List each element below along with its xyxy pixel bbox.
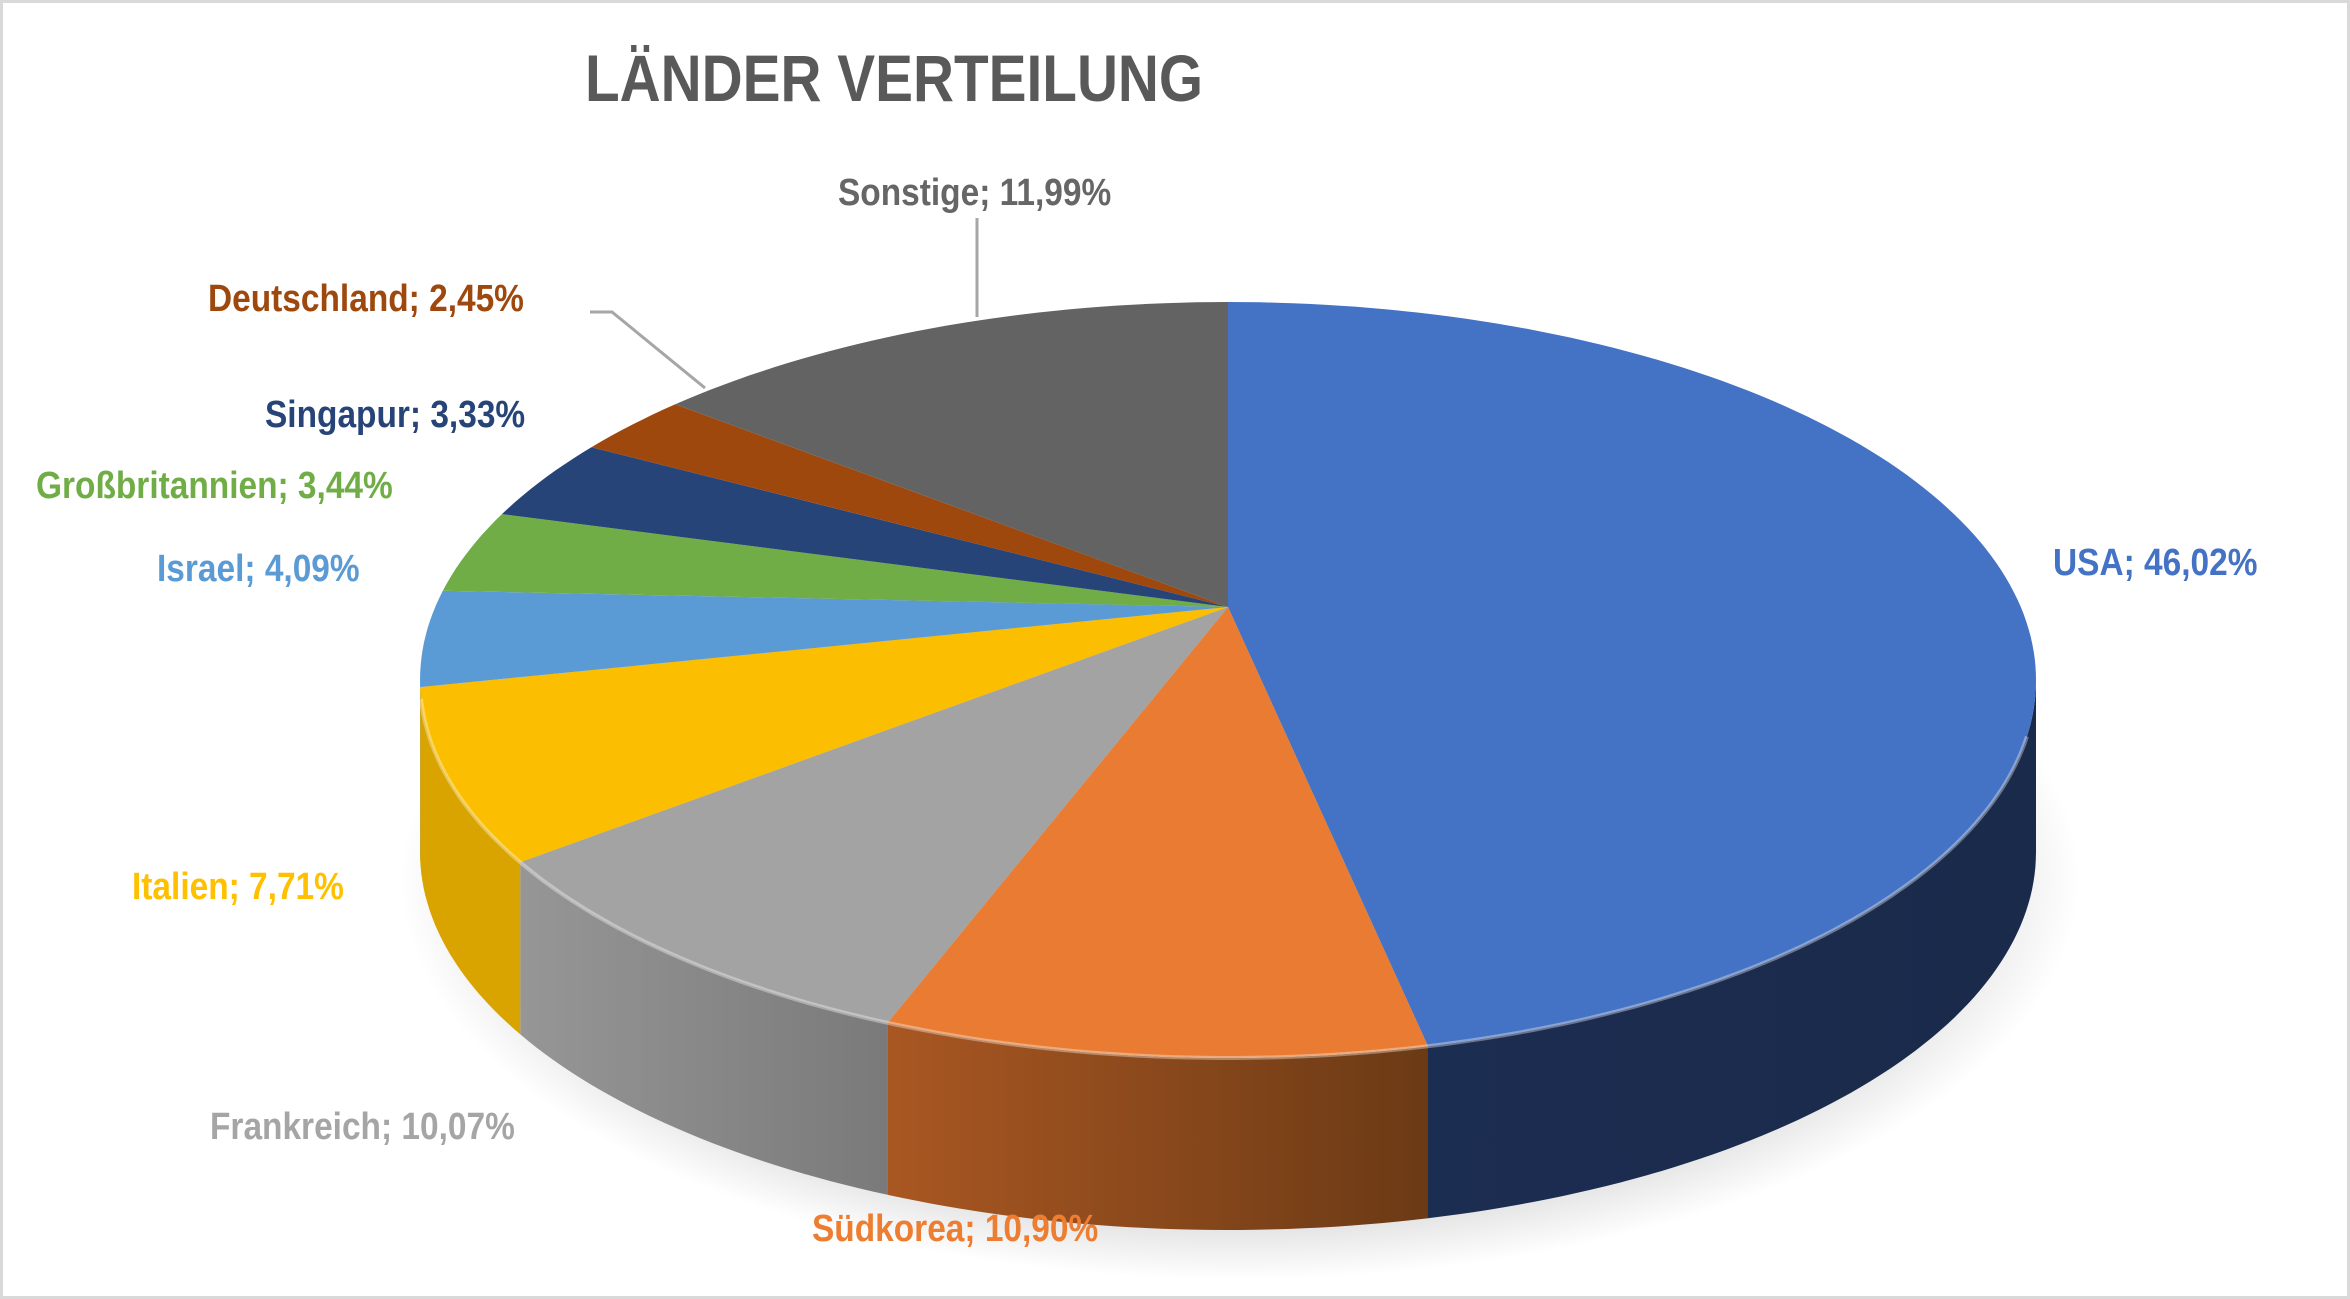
rim-highlight [419, 698, 2029, 1060]
pie-walls [420, 680, 2036, 1230]
data-label-singapur: Singapur; 3,33% [265, 396, 525, 434]
slice-großbritannien[interactable] [442, 514, 1228, 607]
wall-usa [1428, 680, 2036, 1219]
label-text: Italien; 7,71% [132, 866, 344, 908]
label-text: Südkorea; 10,90% [812, 1208, 1099, 1250]
data-label-sonstige: Sonstige; 11,99% [838, 174, 1111, 212]
label-text: Singapur; 3,33% [265, 394, 526, 436]
chart-title: LÄNDER VERTEILUNG [585, 41, 1204, 115]
label-text: Sonstige; 11,99% [838, 172, 1112, 214]
leader-line-deutschland [590, 310, 706, 390]
data-label-deutschland: Deutschland; 2,45% [208, 280, 524, 318]
wall-italien [420, 687, 521, 1035]
data-label-israel: Israel; 4,09% [157, 550, 360, 588]
wall-südkorea [887, 1022, 1428, 1230]
slice-deutschland[interactable] [591, 404, 1228, 607]
slice-israel[interactable] [420, 590, 1228, 688]
slice-südkorea[interactable] [887, 607, 1428, 1058]
slice-frankreich[interactable] [520, 607, 1228, 1023]
data-label-suedkorea: Südkorea; 10,90% [812, 1210, 1098, 1248]
label-text: Deutschland; 2,45% [208, 278, 524, 320]
slice-italien[interactable] [420, 607, 1229, 863]
label-text: Großbritannien; 3,44% [36, 465, 393, 507]
label-text: Israel; 4,09% [157, 548, 360, 590]
slice-usa[interactable] [1228, 302, 2036, 1047]
wall-frankreich [520, 862, 888, 1195]
label-text: USA; 46,02% [2053, 542, 2258, 584]
pie-slices [420, 302, 2036, 1058]
slice-sonstige[interactable] [675, 302, 1228, 607]
slice-singapur[interactable] [501, 447, 1228, 607]
data-label-usa: USA; 46,02% [2053, 544, 2257, 582]
label-text: Frankreich; 10,07% [210, 1106, 515, 1148]
data-label-italien: Italien; 7,71% [132, 868, 344, 906]
data-label-frankreich: Frankreich; 10,07% [210, 1108, 515, 1146]
data-label-grossbritannien: Großbritannien; 3,44% [36, 467, 393, 505]
